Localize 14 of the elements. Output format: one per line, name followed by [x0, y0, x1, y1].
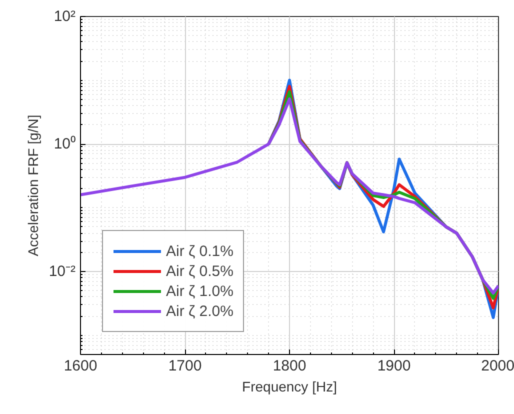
- y-tick-label: 10²: [54, 8, 76, 25]
- legend-label: Air ζ 0.1%: [166, 242, 234, 260]
- x-tick-label: 1600: [64, 358, 98, 374]
- legend-label: Air ζ 0.5%: [166, 262, 234, 280]
- y-tick-label: 10⁰: [54, 136, 76, 153]
- x-tick-label: 1800: [272, 358, 306, 374]
- legend-label: Air ζ 2.0%: [166, 302, 234, 320]
- y-tick-label: 10⁻²: [48, 263, 76, 280]
- x-tick-label: 2000: [481, 358, 514, 374]
- x-tick-label: 1700: [168, 358, 202, 374]
- y-axis-title: Acceleration FRF [g/N]: [24, 114, 41, 256]
- x-tick-label: 1900: [377, 358, 411, 374]
- legend-label: Air ζ 1.0%: [166, 282, 234, 300]
- x-axis-title: Frequency [Hz]: [242, 378, 337, 394]
